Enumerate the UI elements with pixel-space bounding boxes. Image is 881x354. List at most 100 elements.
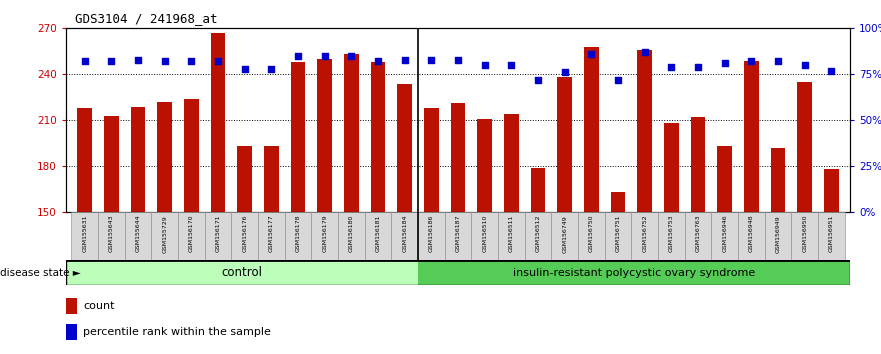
FancyBboxPatch shape [498, 212, 525, 260]
FancyBboxPatch shape [738, 212, 765, 260]
FancyBboxPatch shape [125, 212, 152, 260]
Bar [478, 119, 492, 212]
Point [611, 77, 626, 83]
Bar [66, 298, 77, 314]
Bar [130, 107, 145, 212]
Text: GSM156187: GSM156187 [455, 215, 461, 252]
FancyBboxPatch shape [338, 212, 365, 260]
FancyBboxPatch shape [365, 212, 391, 260]
FancyBboxPatch shape [312, 212, 338, 260]
Point [184, 59, 198, 64]
Point [371, 59, 385, 64]
Text: control: control [222, 266, 263, 279]
FancyBboxPatch shape [66, 260, 418, 285]
Text: GSM155643: GSM155643 [109, 215, 114, 252]
FancyBboxPatch shape [712, 212, 738, 260]
Point [718, 61, 732, 66]
Text: GSM156949: GSM156949 [775, 215, 781, 252]
FancyBboxPatch shape [685, 212, 712, 260]
FancyBboxPatch shape [178, 212, 204, 260]
FancyBboxPatch shape [604, 212, 632, 260]
Point [318, 53, 332, 59]
Text: count: count [83, 301, 115, 311]
Text: GSM156510: GSM156510 [482, 215, 487, 252]
Point [638, 50, 652, 55]
Text: GSM156179: GSM156179 [322, 215, 327, 252]
FancyBboxPatch shape [445, 212, 471, 260]
FancyBboxPatch shape [471, 212, 498, 260]
Point [131, 57, 145, 62]
Text: GSM156176: GSM156176 [242, 215, 248, 252]
Bar [184, 99, 199, 212]
Point [744, 59, 759, 64]
Point [211, 59, 226, 64]
Text: GSM156751: GSM156751 [616, 215, 620, 252]
Bar [638, 50, 652, 212]
Bar [797, 82, 812, 212]
Point [584, 51, 598, 57]
Bar [824, 170, 839, 212]
Bar [104, 116, 119, 212]
Point [238, 66, 252, 72]
Bar [397, 84, 412, 212]
Point [425, 57, 439, 62]
Bar [66, 324, 77, 340]
Text: GSM156170: GSM156170 [189, 215, 194, 252]
Text: GSM156180: GSM156180 [349, 215, 354, 252]
Text: percentile rank within the sample: percentile rank within the sample [83, 327, 271, 337]
Bar [691, 117, 706, 212]
Point [798, 62, 812, 68]
Text: GSM155644: GSM155644 [136, 215, 141, 252]
Text: GSM156177: GSM156177 [269, 215, 274, 252]
FancyBboxPatch shape [232, 212, 258, 260]
FancyBboxPatch shape [818, 212, 845, 260]
FancyBboxPatch shape [765, 212, 791, 260]
Text: GSM156184: GSM156184 [403, 215, 407, 252]
Text: GSM156181: GSM156181 [375, 215, 381, 252]
FancyBboxPatch shape [525, 212, 552, 260]
FancyBboxPatch shape [152, 212, 178, 260]
Text: GSM156171: GSM156171 [216, 215, 220, 252]
Text: insulin-resistant polycystic ovary syndrome: insulin-resistant polycystic ovary syndr… [513, 268, 755, 278]
Bar [558, 78, 572, 212]
Text: GSM156946: GSM156946 [722, 215, 728, 252]
Point [344, 53, 359, 59]
FancyBboxPatch shape [658, 212, 685, 260]
Point [291, 53, 305, 59]
Bar [424, 108, 439, 212]
Bar [771, 148, 786, 212]
Bar [611, 193, 626, 212]
Text: GSM156752: GSM156752 [642, 215, 648, 252]
FancyBboxPatch shape [98, 212, 125, 260]
Bar [717, 147, 732, 212]
Bar [264, 147, 278, 212]
Text: GSM156178: GSM156178 [296, 215, 300, 252]
Bar [291, 62, 306, 212]
FancyBboxPatch shape [632, 212, 658, 260]
Point [558, 70, 572, 75]
Text: GSM155631: GSM155631 [82, 215, 87, 252]
Text: GSM156763: GSM156763 [696, 215, 700, 252]
Text: GSM156749: GSM156749 [562, 215, 567, 252]
Point [505, 62, 519, 68]
Text: GSM156950: GSM156950 [803, 215, 807, 252]
Bar [664, 124, 679, 212]
Bar [158, 102, 172, 212]
FancyBboxPatch shape [791, 212, 818, 260]
Bar [451, 103, 465, 212]
Point [397, 57, 411, 62]
Bar [584, 47, 599, 212]
Point [264, 66, 278, 72]
Text: disease state ►: disease state ► [0, 268, 81, 278]
Bar [504, 114, 519, 212]
Bar [237, 147, 252, 212]
FancyBboxPatch shape [578, 212, 604, 260]
FancyBboxPatch shape [204, 212, 232, 260]
FancyBboxPatch shape [391, 212, 418, 260]
Point [825, 68, 839, 74]
FancyBboxPatch shape [418, 212, 445, 260]
FancyBboxPatch shape [285, 212, 312, 260]
Bar [744, 61, 759, 212]
Point [771, 59, 785, 64]
Point [451, 57, 465, 62]
